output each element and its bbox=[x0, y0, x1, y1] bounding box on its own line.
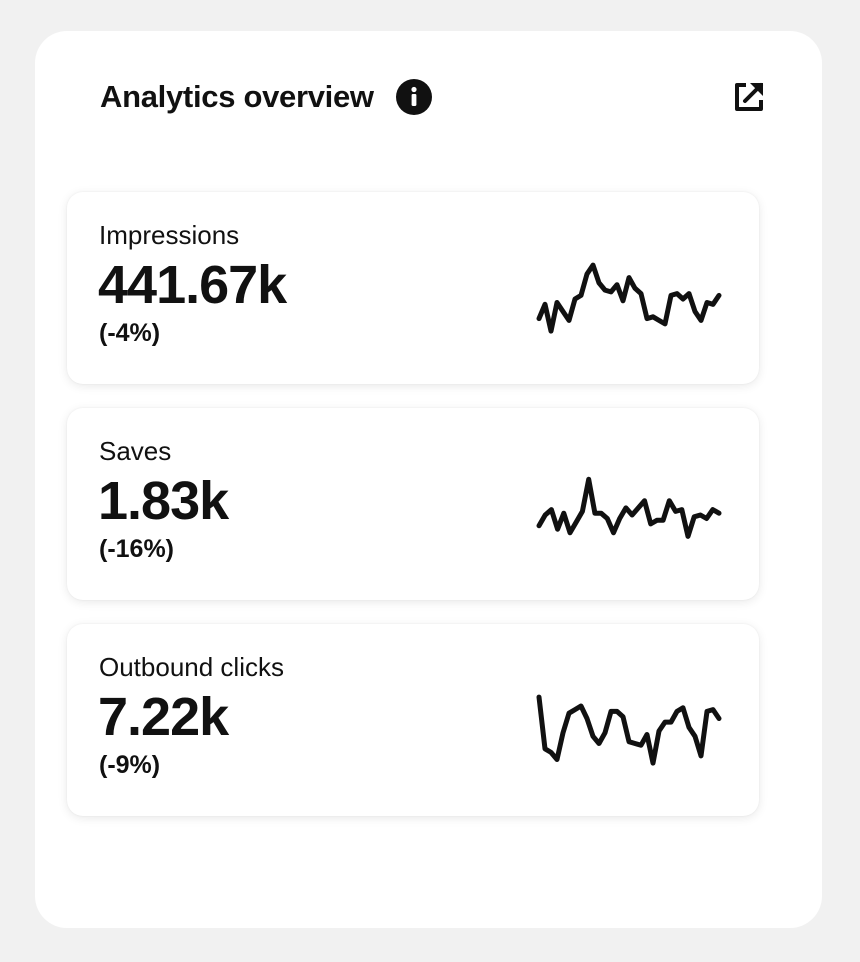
metric-value: 441.67k bbox=[98, 255, 287, 315]
metric-change: (-9%) bbox=[99, 751, 161, 779]
metric-change: (-4%) bbox=[99, 319, 161, 347]
sparkline-chart bbox=[536, 694, 722, 766]
sparkline-line bbox=[536, 694, 722, 766]
metric-label: Outbound clicks bbox=[99, 652, 284, 682]
external-link-icon[interactable] bbox=[731, 79, 767, 115]
info-icon[interactable] bbox=[395, 79, 432, 115]
metric-value: 1.83k bbox=[98, 471, 229, 531]
sparkline-chart bbox=[536, 262, 722, 334]
metric-label: Saves bbox=[99, 436, 172, 466]
sparkline-line bbox=[536, 476, 722, 539]
metric-card-saves[interactable]: Saves 1.83k (-16%) bbox=[67, 408, 759, 600]
metric-value: 7.22k bbox=[98, 687, 229, 747]
card-header: Analytics overview bbox=[100, 75, 767, 119]
metric-change: (-16%) bbox=[99, 535, 175, 563]
card-title: Analytics overview bbox=[100, 79, 374, 114]
metric-card-outbound-clicks[interactable]: Outbound clicks 7.22k (-9%) bbox=[67, 624, 759, 816]
metric-card-impressions[interactable]: Impressions 441.67k (-4%) bbox=[67, 192, 759, 384]
analytics-overview-card: Analytics overview Impressions 441.67k (… bbox=[35, 31, 822, 928]
sparkline-line bbox=[536, 262, 722, 334]
sparkline-chart bbox=[536, 476, 722, 539]
metric-label: Impressions bbox=[99, 220, 240, 250]
